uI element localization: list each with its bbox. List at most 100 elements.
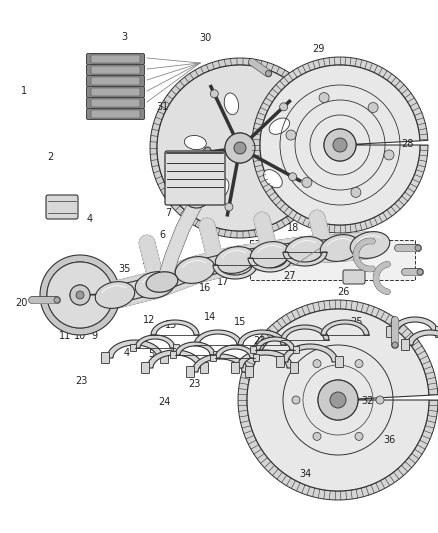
FancyBboxPatch shape bbox=[46, 195, 78, 219]
Text: 15: 15 bbox=[234, 318, 246, 327]
FancyBboxPatch shape bbox=[232, 362, 240, 374]
Text: 19: 19 bbox=[51, 296, 63, 306]
Text: 34: 34 bbox=[300, 470, 312, 479]
Circle shape bbox=[265, 70, 272, 76]
Circle shape bbox=[76, 291, 84, 299]
Ellipse shape bbox=[350, 232, 390, 259]
Ellipse shape bbox=[213, 179, 229, 199]
Text: 8: 8 bbox=[179, 179, 185, 189]
Circle shape bbox=[54, 297, 60, 303]
Ellipse shape bbox=[250, 241, 290, 269]
Ellipse shape bbox=[186, 192, 208, 208]
Polygon shape bbox=[213, 265, 257, 279]
Circle shape bbox=[292, 396, 300, 404]
Text: 31: 31 bbox=[156, 102, 168, 111]
Text: 17: 17 bbox=[217, 278, 230, 287]
Polygon shape bbox=[321, 320, 369, 335]
Circle shape bbox=[324, 129, 356, 161]
Text: 26: 26 bbox=[338, 287, 350, 297]
Polygon shape bbox=[237, 350, 293, 368]
Polygon shape bbox=[135, 335, 175, 348]
Text: 4: 4 bbox=[87, 214, 93, 223]
FancyBboxPatch shape bbox=[91, 55, 140, 63]
Polygon shape bbox=[151, 320, 199, 335]
FancyBboxPatch shape bbox=[246, 367, 254, 377]
Text: 28: 28 bbox=[401, 139, 413, 149]
Polygon shape bbox=[147, 350, 203, 368]
Circle shape bbox=[205, 147, 211, 154]
Polygon shape bbox=[407, 330, 438, 345]
FancyBboxPatch shape bbox=[91, 77, 140, 85]
Text: 16: 16 bbox=[199, 283, 211, 293]
Text: 5: 5 bbox=[148, 350, 154, 359]
Polygon shape bbox=[157, 65, 323, 231]
Polygon shape bbox=[282, 344, 338, 362]
Text: 10: 10 bbox=[74, 331, 86, 341]
Ellipse shape bbox=[224, 93, 239, 115]
FancyBboxPatch shape bbox=[343, 270, 365, 284]
Polygon shape bbox=[238, 300, 438, 500]
Circle shape bbox=[210, 90, 218, 98]
Circle shape bbox=[392, 342, 398, 348]
Polygon shape bbox=[260, 65, 420, 225]
Polygon shape bbox=[255, 337, 295, 350]
Polygon shape bbox=[40, 255, 120, 335]
FancyBboxPatch shape bbox=[213, 351, 219, 359]
Text: 27: 27 bbox=[284, 271, 296, 280]
Polygon shape bbox=[192, 354, 248, 372]
Circle shape bbox=[351, 188, 361, 197]
Polygon shape bbox=[238, 330, 286, 345]
FancyBboxPatch shape bbox=[160, 352, 169, 364]
Circle shape bbox=[302, 177, 312, 188]
Polygon shape bbox=[215, 345, 255, 358]
Polygon shape bbox=[107, 340, 163, 358]
FancyBboxPatch shape bbox=[91, 88, 140, 96]
Text: 18: 18 bbox=[287, 223, 300, 233]
Circle shape bbox=[313, 432, 321, 440]
Polygon shape bbox=[47, 262, 113, 328]
FancyBboxPatch shape bbox=[86, 109, 145, 119]
FancyBboxPatch shape bbox=[86, 76, 145, 86]
FancyBboxPatch shape bbox=[86, 64, 145, 76]
Circle shape bbox=[384, 150, 394, 160]
Ellipse shape bbox=[285, 237, 325, 263]
FancyBboxPatch shape bbox=[165, 151, 225, 205]
Circle shape bbox=[177, 152, 184, 160]
FancyBboxPatch shape bbox=[91, 99, 140, 107]
FancyBboxPatch shape bbox=[86, 53, 145, 64]
Text: 22: 22 bbox=[88, 268, 100, 278]
Text: 1: 1 bbox=[21, 86, 27, 95]
Circle shape bbox=[286, 130, 296, 140]
Text: 12: 12 bbox=[143, 315, 155, 325]
Text: 23: 23 bbox=[254, 336, 266, 346]
Polygon shape bbox=[248, 258, 292, 272]
Ellipse shape bbox=[320, 235, 360, 261]
Text: 29: 29 bbox=[313, 44, 325, 54]
Circle shape bbox=[368, 102, 378, 112]
Circle shape bbox=[289, 173, 297, 181]
Ellipse shape bbox=[175, 256, 215, 284]
Circle shape bbox=[319, 93, 329, 102]
Polygon shape bbox=[283, 252, 327, 266]
Text: 9: 9 bbox=[91, 331, 97, 341]
FancyBboxPatch shape bbox=[91, 110, 140, 118]
Text: 36: 36 bbox=[383, 435, 395, 445]
Ellipse shape bbox=[95, 281, 135, 309]
Text: 30: 30 bbox=[199, 34, 211, 43]
FancyBboxPatch shape bbox=[187, 367, 194, 377]
Polygon shape bbox=[247, 309, 429, 491]
Text: 23: 23 bbox=[189, 379, 201, 389]
FancyBboxPatch shape bbox=[91, 66, 140, 74]
Circle shape bbox=[225, 133, 255, 163]
FancyBboxPatch shape bbox=[86, 98, 145, 109]
Polygon shape bbox=[194, 330, 242, 345]
FancyBboxPatch shape bbox=[211, 354, 216, 361]
Text: 4: 4 bbox=[124, 348, 130, 358]
Polygon shape bbox=[392, 317, 438, 332]
FancyBboxPatch shape bbox=[131, 344, 137, 351]
Polygon shape bbox=[252, 57, 428, 233]
Text: 35: 35 bbox=[119, 264, 131, 274]
FancyBboxPatch shape bbox=[102, 352, 110, 364]
Text: 2: 2 bbox=[47, 152, 53, 162]
Ellipse shape bbox=[184, 135, 206, 150]
